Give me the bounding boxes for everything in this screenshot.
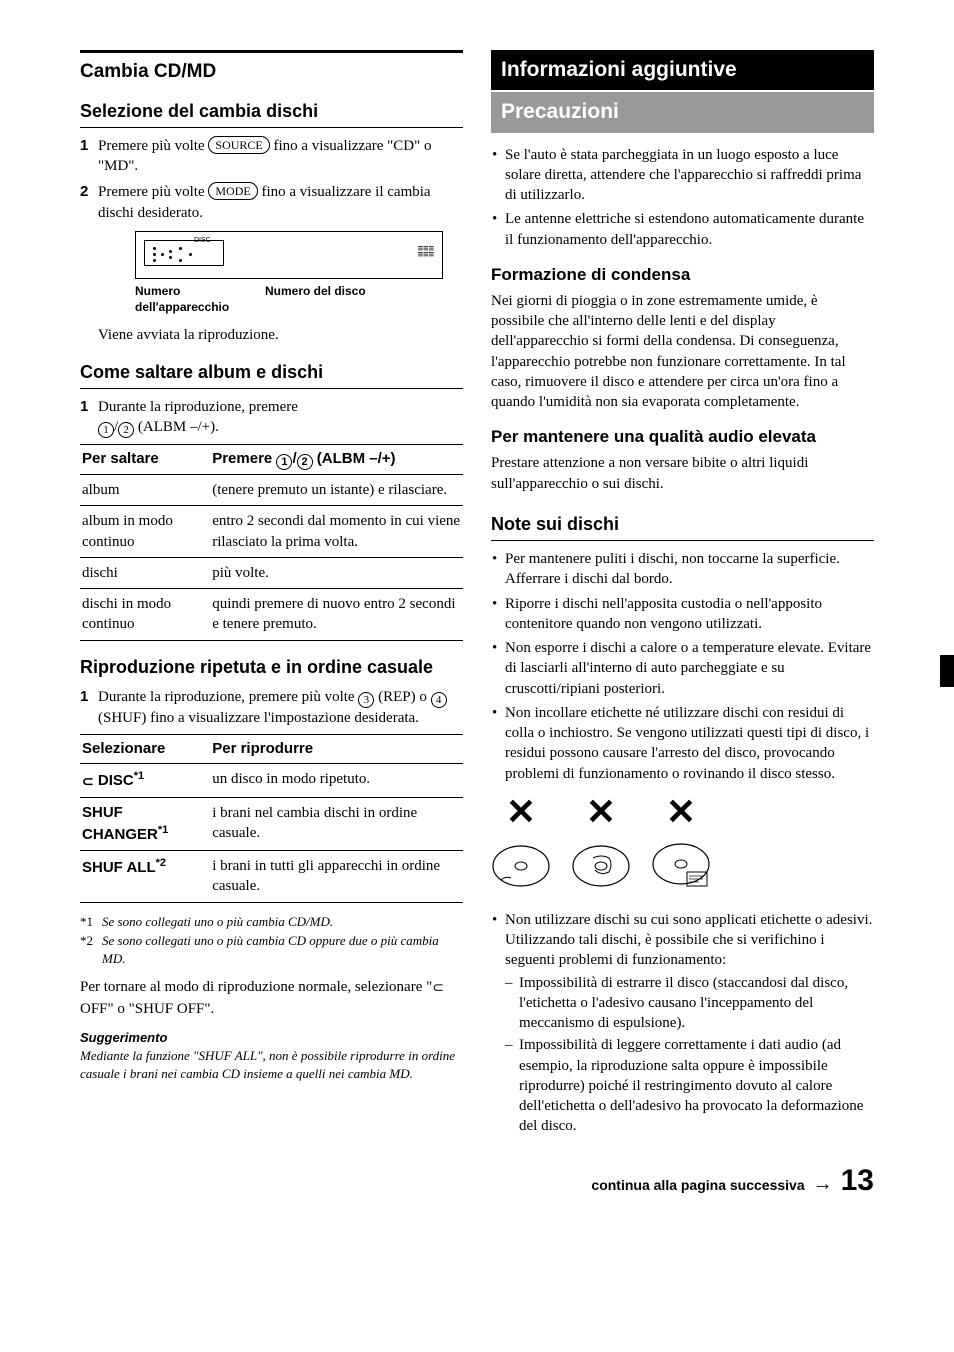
disc-warning-list: Non utilizzare dischi su cui sono applic… (491, 910, 874, 1137)
heading-condensa: Formazione di condensa (491, 264, 874, 287)
list-item: Impossibilità di leggere correttamente i… (505, 1035, 874, 1136)
mode-button-label: MODE (208, 182, 257, 200)
mode-table: Selezionare Per riprodurre ⊂ DISC*1 un d… (80, 734, 463, 903)
repeat-icon: ⊂ (82, 772, 94, 791)
section-header-gray: Precauzioni (491, 92, 874, 132)
table-row: ⊂ DISC*1 un disco in modo ripetuto. (80, 764, 463, 797)
disc-notes-list: Per mantenere puliti i dischi, non tocca… (491, 549, 874, 784)
table-row: dischi in modo continuoquindi premere di… (80, 589, 463, 641)
table-row: album in modo continuoentro 2 secondi da… (80, 506, 463, 558)
repeat-icon: ⊂ (432, 980, 444, 999)
table-row: SHUF CHANGER*1 i brani nel cambia dischi… (80, 797, 463, 851)
list-item: Impossibilità di estrarre il disco (stac… (505, 973, 874, 1034)
step-1: 1 Premere più volte SOURCE fino a visual… (80, 136, 463, 177)
return-normal-text: Per tornare al modo di riproduzione norm… (80, 977, 463, 1019)
section-header-black: Informazioni aggiuntive (491, 50, 874, 90)
heading-saltare: Come saltare album e dischi (80, 360, 463, 389)
footnote-1: *1Se sono collegati uno o più cambia CD/… (80, 913, 463, 931)
sec2-step-1: 1 Durante la riproduzione, premere 1/2 (… (80, 397, 463, 438)
tip-heading: Suggerimento (80, 1029, 463, 1047)
left-column: Cambia CD/MD Selezione del cambia dischi… (80, 50, 463, 1141)
precautions-list: Se l'auto è stata parcheggiata in un luo… (491, 145, 874, 250)
list-item: Per mantenere puliti i dischi, non tocca… (491, 549, 874, 590)
x-icon: ✕ (666, 794, 696, 830)
source-button-label: SOURCE (208, 136, 269, 154)
disc-icon (571, 836, 631, 896)
list-item: Non utilizzare dischi su cui sono applic… (491, 910, 874, 1137)
left-title: Cambia CD/MD (80, 59, 463, 85)
table-row: dischipiù volte. (80, 557, 463, 588)
footnote-2: *2Se sono collegati uno o più cambia CD … (80, 932, 463, 967)
disc-icon (491, 836, 551, 896)
para-condensa: Nei giorni di pioggia o in zone estremam… (491, 291, 874, 413)
list-item: Le antenne elettriche si estendono autom… (491, 209, 874, 250)
figure-caption: Numero dell'apparecchio Numero del disco (135, 283, 463, 315)
para-audio: Prestare attenzione a non versare bibite… (491, 453, 874, 494)
playback-start-text: Viene avviata la riproduzione. (98, 325, 463, 345)
tip-body: Mediante la funzione "SHUF ALL", non è p… (80, 1047, 463, 1082)
heading-audio: Per mantenere una qualità audio elevata (491, 426, 874, 449)
heading-riproduzione: Riproduzione ripetuta e in ordine casual… (80, 655, 463, 679)
disc-illustrations: ✕ ✕ ✕ (491, 794, 874, 896)
x-icon: ✕ (586, 794, 616, 830)
heading-note-dischi: Note sui dischi (491, 512, 874, 541)
continue-text: continua alla pagina successiva (591, 1176, 804, 1195)
page-footer: continua alla pagina successiva → 13 (80, 1161, 874, 1202)
arrow-icon: → (813, 1171, 833, 1198)
table-row: SHUF ALL*2 i brani in tutti gli apparecc… (80, 851, 463, 903)
display-figure: DISC ≡≡≡≡≡≡ (135, 231, 443, 279)
side-tab (940, 655, 954, 687)
heading-selezione: Selezione del cambia dischi (80, 99, 463, 128)
list-item: Se l'auto è stata parcheggiata in un luo… (491, 145, 874, 206)
disc-icon (651, 836, 711, 896)
step-2: 2 Premere più volte MODE fino a visualiz… (80, 182, 463, 223)
x-icon: ✕ (506, 794, 536, 830)
table-row: album(tenere premuto un istante) e rilas… (80, 475, 463, 506)
sec3-step-1: 1 Durante la riproduzione, premere più v… (80, 687, 463, 728)
list-item: Non esporre i dischi a calore o a temper… (491, 638, 874, 699)
right-column: Informazioni aggiuntive Precauzioni Se l… (491, 50, 874, 1141)
page-number: 13 (841, 1161, 874, 1202)
list-item: Riporre i dischi nell'apposita custodia … (491, 594, 874, 635)
list-item: Non incollare etichette né utilizzare di… (491, 703, 874, 784)
skip-table: Per saltare Premere 1/2 (ALBM –/+) album… (80, 444, 463, 641)
